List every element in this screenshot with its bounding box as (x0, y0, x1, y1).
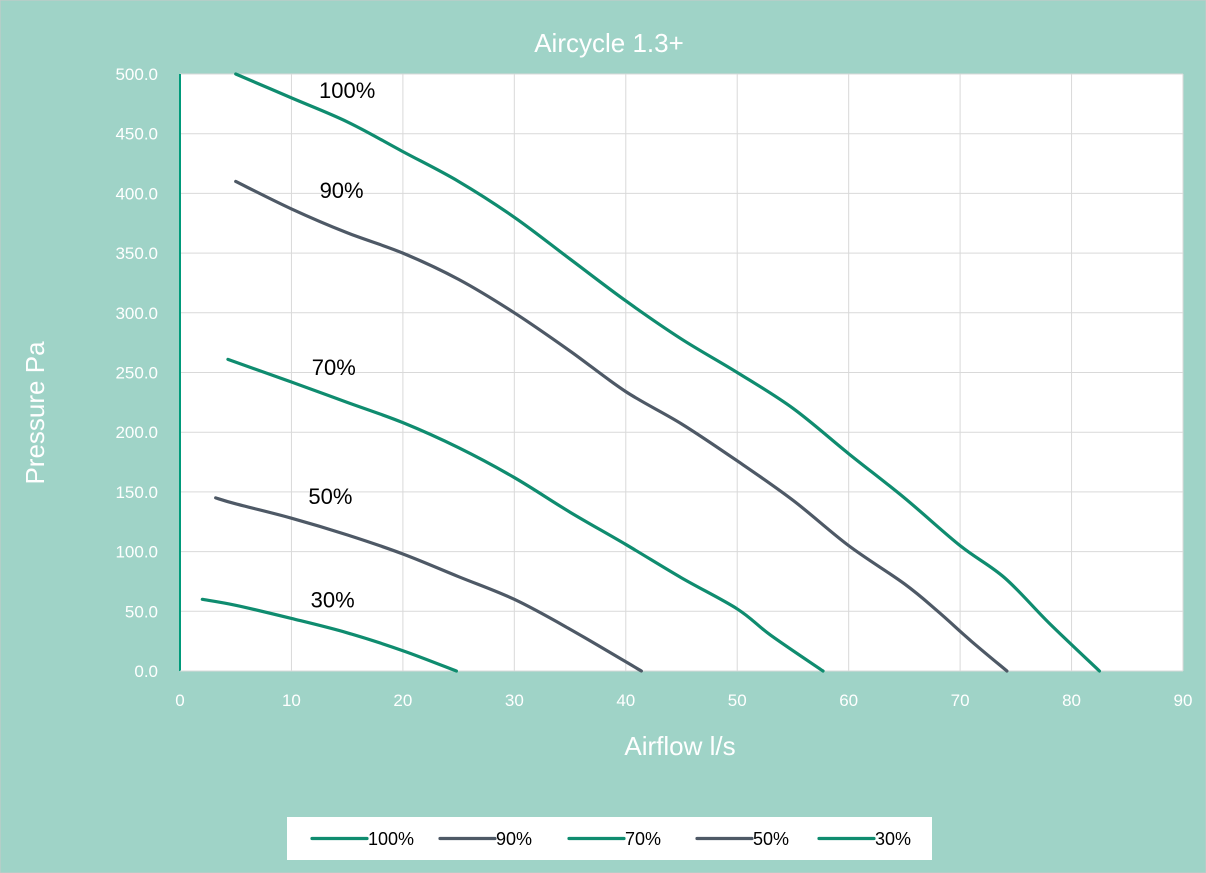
y-tick-label: 0.0 (134, 662, 158, 681)
x-tick-label: 20 (393, 691, 412, 710)
chart-title: Aircycle 1.3+ (534, 28, 684, 58)
series-line-70-percent (226, 357, 825, 673)
series-annotation-label: 50% (308, 484, 352, 509)
y-tick-label: 250.0 (115, 364, 158, 383)
legend-label: 70% (625, 829, 661, 849)
x-tick-label: 60 (839, 691, 858, 710)
y-tick-label: 200.0 (115, 423, 158, 442)
series-line-90-percent (234, 179, 1009, 673)
series-annotations: 100% 90% 70% 50% 30% (308, 78, 375, 613)
series-annotation-label: 100% (319, 78, 375, 103)
x-tick-label: 0 (175, 691, 184, 710)
x-tick-label: 10 (282, 691, 301, 710)
y-tick-label: 450.0 (115, 125, 158, 144)
legend-label: 90% (496, 829, 532, 849)
x-tick-label: 30 (505, 691, 524, 710)
x-tick-label: 40 (616, 691, 635, 710)
y-tick-label: 150.0 (115, 483, 158, 502)
y-tick-label: 350.0 (115, 244, 158, 263)
y-tick-label: 100.0 (115, 543, 158, 562)
series-annotation-label: 70% (312, 355, 356, 380)
x-axis-title: Airflow l/s (624, 731, 735, 761)
x-tick-label: 80 (1062, 691, 1081, 710)
legend-label: 30% (875, 829, 911, 849)
x-tick-label: 50 (728, 691, 747, 710)
series-line-50-percent (214, 496, 643, 673)
y-tick-label: 400.0 (115, 184, 158, 203)
x-tick-label: 70 (951, 691, 970, 710)
series-annotation-label: 30% (311, 588, 355, 613)
legend-label: 100% (368, 829, 414, 849)
axes: 0.050.0100.0150.0200.0250.0300.0350.0400… (115, 65, 1192, 710)
y-axis-title: Pressure Pa (20, 341, 50, 485)
series-line-30-percent (200, 597, 458, 673)
y-tick-label: 300.0 (115, 304, 158, 323)
gridlines (180, 73, 1184, 671)
series-line-100-percent (234, 72, 1102, 673)
y-tick-label: 500.0 (115, 65, 158, 84)
series-lines (200, 72, 1102, 673)
series-annotation-label: 90% (320, 178, 364, 203)
legend-label: 50% (753, 829, 789, 849)
legend-items: 100% 90% 70% 50% 30% (310, 829, 911, 849)
legend: 100% 90% 70% 50% 30% (287, 817, 932, 860)
x-tick-label: 90 (1174, 691, 1193, 710)
y-tick-label: 50.0 (125, 602, 158, 621)
